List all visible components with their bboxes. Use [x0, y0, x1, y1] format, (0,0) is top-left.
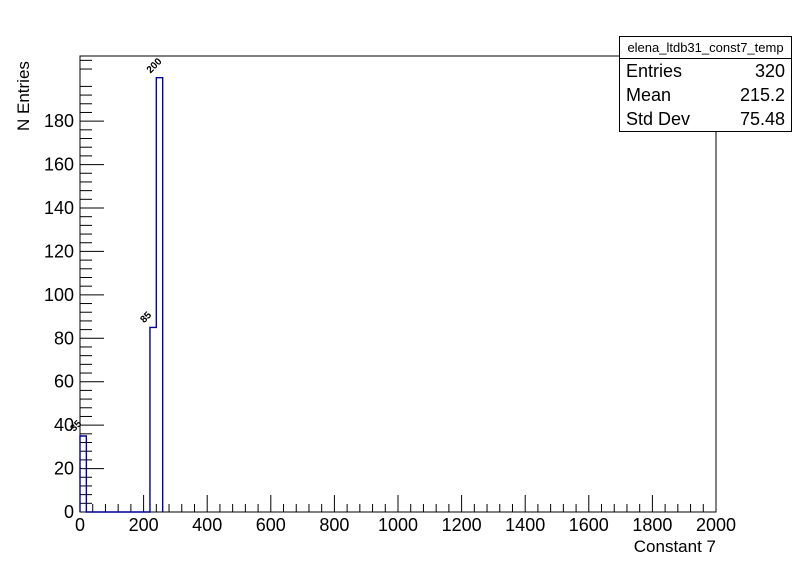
stats-row-entries: Entries 320	[620, 59, 791, 83]
y-tick-label: 180	[44, 111, 74, 131]
x-tick-label: 1400	[505, 515, 545, 535]
stats-mean-label: Mean	[626, 84, 672, 105]
stats-box-title: elena_ltdb31_const7_temp	[620, 37, 791, 59]
x-tick-label: 1600	[569, 515, 609, 535]
y-tick-label: 40	[54, 415, 74, 435]
y-tick-label: 160	[44, 155, 74, 175]
y-tick-label: 0	[64, 502, 74, 522]
histogram-outline	[79, 77, 164, 513]
stats-row-mean: Mean 215.2	[620, 83, 791, 107]
stats-stddev-value: 75.48	[739, 108, 785, 129]
x-tick-label: 0	[75, 515, 85, 535]
stats-box: elena_ltdb31_const7_temp Entries 320 Mea…	[619, 36, 792, 132]
y-tick-label: 20	[54, 459, 74, 479]
y-tick-label: 120	[44, 241, 74, 261]
x-tick-label: 800	[319, 515, 349, 535]
stats-entries-value: 320	[754, 60, 785, 81]
y-axis-title: N Entries	[14, 61, 33, 131]
y-tick-label: 80	[54, 328, 74, 348]
y-tick-label: 100	[44, 285, 74, 305]
y-tick-label: 140	[44, 198, 74, 218]
bar-value-label: 200	[145, 56, 165, 76]
stats-row-stddev: Std Dev 75.48	[620, 107, 791, 131]
stats-stddev-label: Std Dev	[626, 108, 691, 129]
x-tick-label: 200	[129, 515, 159, 535]
x-tick-label: 2000	[696, 515, 736, 535]
x-axis-title: Constant 7	[633, 537, 716, 556]
x-tick-label: 1800	[632, 515, 672, 535]
x-tick-label: 400	[192, 515, 222, 535]
x-tick-label: 1000	[378, 515, 418, 535]
bar-value-label: 85	[138, 310, 154, 326]
x-tick-label: 1200	[442, 515, 482, 535]
stats-entries-label: Entries	[626, 60, 683, 81]
stats-mean-value: 215.2	[739, 84, 785, 105]
y-tick-label: 60	[54, 372, 74, 392]
x-tick-label: 600	[256, 515, 286, 535]
